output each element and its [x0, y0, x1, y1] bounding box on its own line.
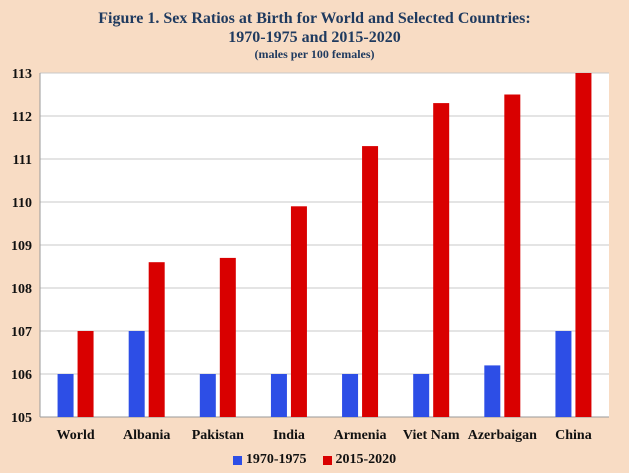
bar-series-2-azerbaigan: [504, 94, 521, 417]
y-tick-label: 108: [11, 282, 32, 297]
y-tick-label: 111: [13, 153, 32, 168]
legend-label-series-2: 2015-2020: [335, 452, 397, 467]
y-tick-label: 106: [11, 368, 32, 383]
bar-series-2-viet-nam: [433, 103, 450, 417]
bar-series-2-world: [77, 331, 94, 417]
bar-series-2-albania: [148, 262, 165, 417]
legend: 1970-1975 2015-2020: [0, 452, 629, 468]
bar-series-1-azerbaigan: [484, 365, 501, 417]
y-tick-label: 105: [11, 411, 32, 426]
legend-swatch-series-2: [322, 455, 332, 465]
bar-series-1-pakistan: [199, 374, 216, 417]
bar-series-2-armenia: [362, 146, 379, 417]
y-tick-label: 112: [12, 110, 32, 125]
chart-title: Figure 1. Sex Ratios at Birth for World …: [98, 10, 531, 27]
x-tick-label: Albania: [123, 428, 170, 443]
x-tick-label: World: [57, 428, 95, 443]
x-tick-label: Pakistan: [192, 428, 244, 443]
chart-subtitle: (males per 100 females): [254, 47, 375, 61]
legend-item-series-1: 1970-1975: [232, 452, 307, 468]
legend-label-series-1: 1970-1975: [245, 452, 307, 467]
bar-series-1-world: [57, 374, 74, 417]
bar-series-1-albania: [128, 331, 145, 417]
y-tick-label: 113: [12, 67, 32, 82]
bar-series-1-india: [270, 374, 287, 417]
y-tick-label: 109: [11, 239, 32, 254]
x-tick-label: Armenia: [334, 428, 387, 443]
bar-series-2-pakistan: [219, 257, 236, 417]
chart-title-line2: 1970-1975 and 2015-2020: [228, 29, 401, 46]
bar-series-1-armenia: [342, 374, 359, 417]
x-tick-label: Viet Nam: [403, 428, 460, 443]
legend-swatch-series-1: [232, 455, 242, 465]
x-tick-label: India: [273, 428, 305, 443]
y-tick-label: 107: [11, 325, 32, 340]
bar-series-2-china: [575, 73, 592, 417]
bar-series-1-viet-nam: [413, 374, 430, 417]
x-tick-label: China: [555, 428, 592, 443]
y-tick-label: 110: [12, 196, 32, 211]
x-tick-label: Azerbaigan: [468, 428, 537, 443]
bar-series-1-china: [555, 331, 572, 417]
legend-item-series-2: 2015-2020: [322, 452, 397, 468]
bar-series-2-india: [290, 206, 307, 417]
